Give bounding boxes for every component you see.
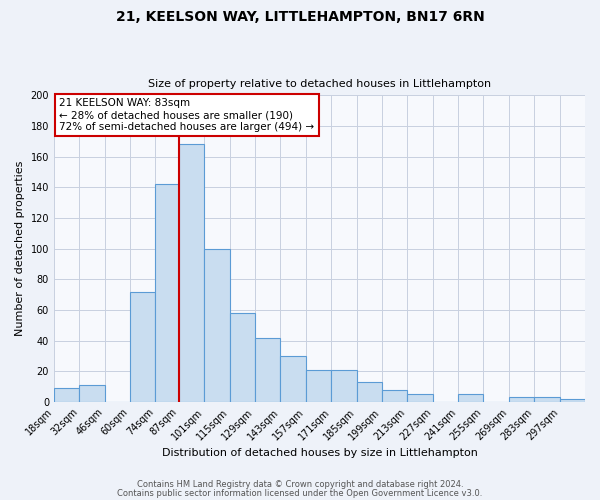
Text: 21, KEELSON WAY, LITTLEHAMPTON, BN17 6RN: 21, KEELSON WAY, LITTLEHAMPTON, BN17 6RN: [116, 10, 484, 24]
Bar: [331, 370, 356, 402]
Bar: [179, 144, 205, 402]
Bar: [205, 248, 230, 402]
Y-axis label: Number of detached properties: Number of detached properties: [15, 161, 25, 336]
Text: 21 KEELSON WAY: 83sqm
← 28% of detached houses are smaller (190)
72% of semi-det: 21 KEELSON WAY: 83sqm ← 28% of detached …: [59, 98, 314, 132]
Bar: [458, 394, 484, 402]
Bar: [130, 292, 155, 402]
Text: Contains public sector information licensed under the Open Government Licence v3: Contains public sector information licen…: [118, 488, 482, 498]
Bar: [230, 313, 255, 402]
Bar: [407, 394, 433, 402]
Title: Size of property relative to detached houses in Littlehampton: Size of property relative to detached ho…: [148, 79, 491, 89]
Bar: [280, 356, 306, 402]
Bar: [79, 385, 104, 402]
Bar: [155, 184, 181, 402]
Bar: [255, 338, 280, 402]
Bar: [560, 399, 585, 402]
Bar: [54, 388, 79, 402]
Bar: [356, 382, 382, 402]
X-axis label: Distribution of detached houses by size in Littlehampton: Distribution of detached houses by size …: [161, 448, 478, 458]
Bar: [382, 390, 407, 402]
Bar: [509, 398, 534, 402]
Bar: [534, 398, 560, 402]
Text: Contains HM Land Registry data © Crown copyright and database right 2024.: Contains HM Land Registry data © Crown c…: [137, 480, 463, 489]
Bar: [306, 370, 331, 402]
